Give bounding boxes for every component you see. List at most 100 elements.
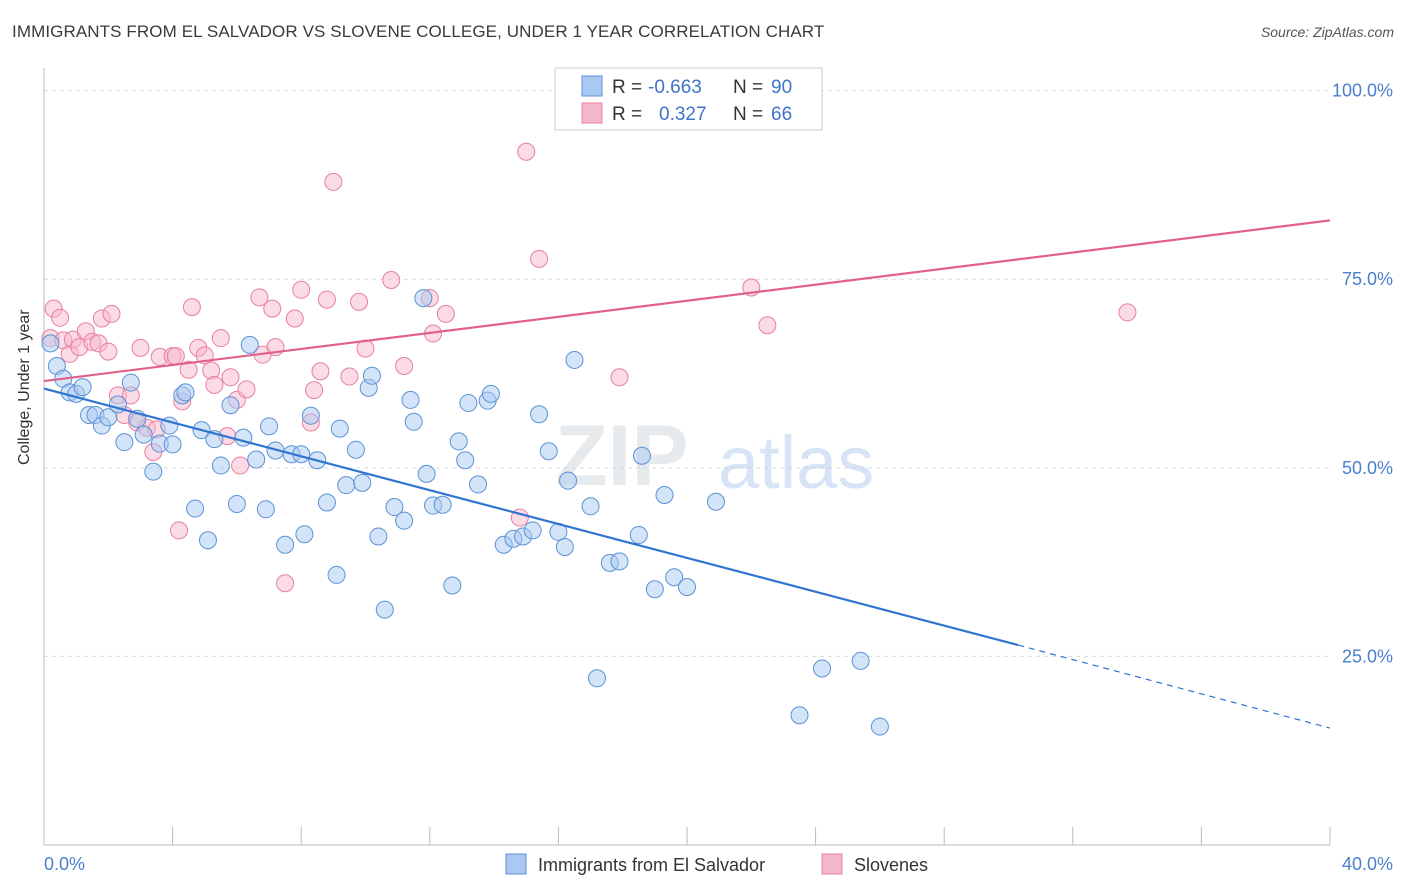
slovenes-point [211,329,230,348]
slovenes-point [324,172,343,191]
bottom-legend: Immigrants from El Salvador Slovenes [505,853,928,875]
el-salvador-point [337,476,356,495]
bottom-legend-swatch-blue [505,853,527,875]
el-salvador-point [530,405,549,424]
legend-swatch-blue [581,75,603,97]
el-salvador-point [353,473,372,492]
el-salvador-point [456,451,475,470]
trend-lines [43,219,1331,729]
slovenes-point [166,347,185,366]
x-tick-label: 40.0% [1342,854,1393,874]
legend-n-value-2: 66 [771,104,792,125]
el-salvador-point [790,706,809,725]
el-salvador-point [227,495,246,514]
el-salvador-point [581,497,600,516]
el-salvador-point [706,492,725,511]
legend-r-value-1: -0.663 [648,77,702,98]
slovenes-point [182,298,201,317]
x-tick-label: 0.0% [44,854,85,874]
el-salvador-point [401,390,420,409]
el-salvador-point [327,565,346,584]
slovenes-point [1118,303,1137,322]
el-salvador-point [41,334,60,353]
el-salvador-point [404,412,423,431]
el-salvador-point [115,433,134,452]
el-salvador-point [610,552,629,571]
el-salvador-point [256,500,275,519]
slovenes-point [436,304,455,323]
slovenes-point [263,299,282,318]
el-salvador-point [144,462,163,481]
el-salvador-point [211,456,230,475]
watermark-atlas: atlas [718,421,874,504]
legend-n-label-2: N = [733,104,763,125]
el-salvador-point [655,485,674,504]
el-salvador-point [481,384,500,403]
el-salvador-point [539,442,558,461]
el-salvador-point [121,373,140,392]
el-salvador-point [555,538,574,557]
chart-source: Source: ZipAtlas.com [1260,24,1394,40]
el-salvador-point [73,378,92,397]
slovenes-point [758,316,777,335]
y-tick-label: 100.0% [1332,81,1393,101]
el-salvador-point [678,578,696,597]
el-salvador-point [163,435,182,454]
legend-swatch-pink [581,102,603,124]
el-salvador-point [559,471,578,490]
slovenes-point [99,342,118,361]
tick-labels: 25.0% 50.0% 75.0% 100.0% 0.0% 40.0% [44,81,1393,874]
slovenes-point [285,309,304,328]
slovenes-point [51,308,70,327]
bottom-legend-label-el-salvador: Immigrants from El Salvador [538,855,765,875]
el-salvador-trend-line [43,387,1019,647]
y-tick-label: 25.0% [1342,646,1393,666]
el-salvador-point [385,498,404,517]
el-salvador-point [134,425,153,444]
el-salvador-point [221,396,240,415]
legend-r-label-1: R = [612,77,642,98]
slovenes-point [131,338,150,357]
el-salvador-point [301,406,320,425]
el-salvador-point [433,495,452,514]
slovenes-point [350,292,369,311]
slovenes-point [205,375,224,394]
legend: R = -0.663 N = 90 R = 0.327 N = 66 [554,67,823,131]
slovenes-point [305,381,324,400]
el-salvador-point [459,393,478,412]
legend-n-label-1: N = [733,77,763,98]
bottom-legend-swatch-pink [821,853,843,875]
legend-n-value-1: 90 [771,77,792,98]
slovenes-point [292,280,311,299]
slovenes-point [395,356,414,375]
el-salvador-point [176,383,195,402]
el-salvador-point [362,366,381,385]
slovenes-point [221,368,240,387]
el-salvador-point [186,499,205,518]
slovenes-point [317,290,336,309]
series-slovenes [41,142,1137,593]
slovenes-point [170,521,189,540]
legend-r-label-2: R = [612,104,642,125]
el-salvador-point [629,525,648,544]
bottom-legend-label-slovenes: Slovenes [854,855,928,875]
el-salvador-point [99,408,118,427]
el-salvador-point [587,669,606,688]
el-salvador-point [395,511,414,530]
watermark: ZIP atlas [555,408,874,504]
el-salvador-point [523,521,542,540]
y-tick-label: 75.0% [1342,269,1393,289]
el-salvador-point [346,440,365,459]
slovenes-point [276,574,295,593]
el-salvador-point [375,600,394,619]
slovenes-point [179,360,198,379]
axes [43,68,1331,846]
slovenes-point [231,456,250,475]
series-el-salvador [41,289,889,736]
slovenes-point [517,142,536,161]
slovenes-point [102,304,121,323]
el-salvador-point [449,432,468,451]
slovenes-trend-line [43,219,1331,383]
el-salvador-point [565,350,584,369]
el-salvador-point [645,580,664,599]
